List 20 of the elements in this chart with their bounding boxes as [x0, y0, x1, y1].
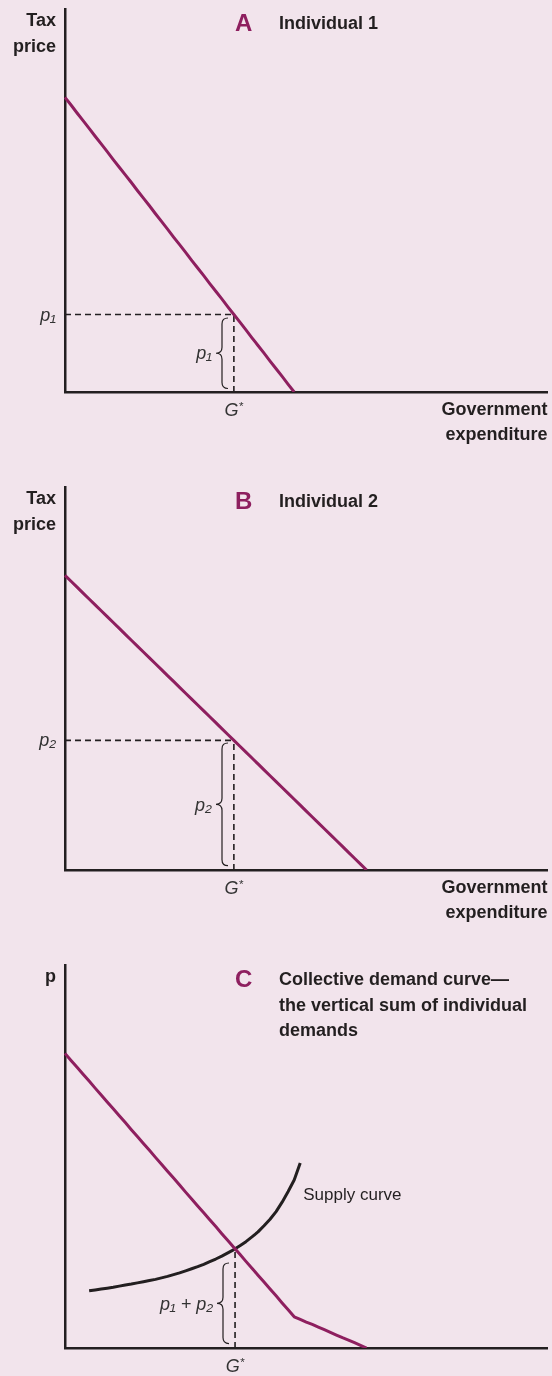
series-label: Supply curve — [303, 1183, 402, 1206]
x-axis-title: Government expenditure — [440, 876, 548, 924]
text: G$^{*}$ — [223, 398, 245, 422]
y-axis-title: p — [44, 965, 56, 988]
y-axis-title: Tax price — [11, 487, 56, 536]
chart-subtitle: Individual 2 — [279, 490, 380, 513]
y-axis-title: Tax price — [11, 9, 56, 58]
x-axis-title: Government expenditure — [440, 398, 548, 446]
chart-title: B — [235, 487, 253, 515]
ref-line-label: p₂ — [39, 729, 56, 753]
annotation: p₁ + p₂ — [159, 1292, 214, 1316]
annotation: p₂ — [195, 793, 212, 817]
chart-title: A — [235, 9, 253, 37]
text: G$^{*}$ — [223, 876, 245, 900]
annotation: p₁ — [196, 341, 212, 365]
text: G$^{*}$ — [224, 1354, 246, 1376]
chart-title: C — [235, 965, 253, 993]
chart-subtitle: Collective demand curve—the vertical sum of individual demands — [279, 968, 529, 1042]
chart-subtitle: Individual 1 — [279, 12, 380, 35]
ref-line-label: p₁ — [40, 303, 56, 327]
